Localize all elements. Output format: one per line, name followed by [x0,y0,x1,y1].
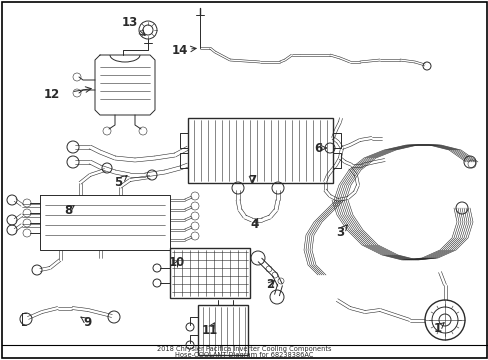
Bar [198,305,247,355]
Text: 5: 5 [114,176,122,189]
Text: 10: 10 [168,256,185,269]
Text: 2018 Chrysler Pacifica Inverter Cooling Components
Hose-COOLANT Diagram for 6823: 2018 Chrysler Pacifica Inverter Cooling … [157,346,330,359]
Text: 12: 12 [44,89,60,102]
Text: 1: 1 [433,321,441,334]
Text: 9: 9 [84,315,92,328]
Text: 6: 6 [313,141,322,154]
Text: 4: 4 [250,219,259,231]
Text: 7: 7 [247,174,256,186]
Text: 11: 11 [202,324,218,337]
Bar [170,248,249,298]
Text: 3: 3 [335,226,344,239]
Text: 2: 2 [265,279,273,292]
Text: 8: 8 [64,203,72,216]
Bar [187,118,332,183]
Text: 13: 13 [122,15,138,28]
Text: 14: 14 [171,44,188,57]
